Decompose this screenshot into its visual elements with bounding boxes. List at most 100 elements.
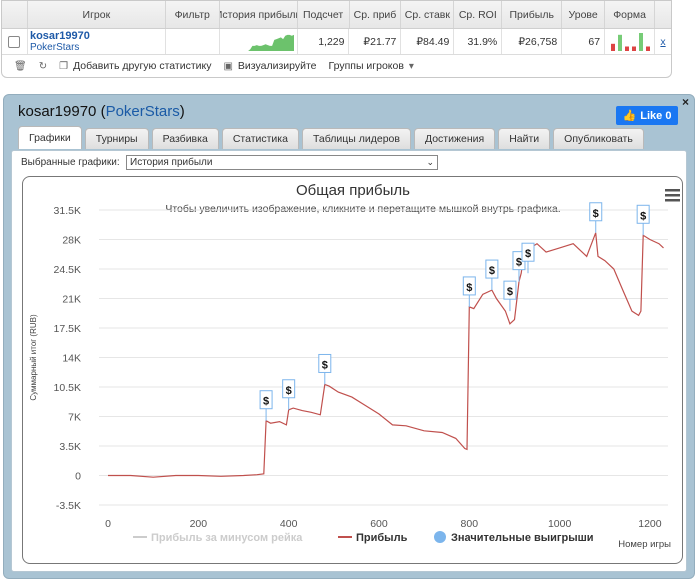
y-tick-label: 3.5K bbox=[59, 441, 81, 453]
x-tick-label: 0 bbox=[105, 518, 111, 530]
header-filter[interactable]: Фильтр bbox=[166, 1, 220, 28]
header-count[interactable]: Подсчет bbox=[298, 1, 350, 28]
graph-select[interactable]: История прибыли ⌄ bbox=[126, 155, 438, 170]
form-bar bbox=[645, 46, 650, 51]
remove-row-link[interactable]: x bbox=[660, 35, 666, 48]
menu-icon[interactable] bbox=[665, 189, 680, 202]
player-name-link[interactable]: kosar19970 bbox=[29, 30, 90, 42]
panel-site-link[interactable]: PokerStars bbox=[105, 103, 180, 120]
big-win-flag[interactable]: $ bbox=[318, 353, 332, 385]
x-tick-label: 1200 bbox=[638, 518, 662, 530]
flag-box bbox=[503, 280, 517, 300]
visualize-label: Визуализируйте bbox=[237, 60, 317, 72]
visualize-button[interactable]: ▣ Визуализируйте bbox=[223, 60, 316, 72]
trash-icon[interactable]: 🗑 bbox=[14, 60, 27, 72]
y-tick-label: 10.5K bbox=[54, 382, 81, 394]
header-avg-profit[interactable]: Ср. приб bbox=[350, 1, 402, 28]
big-win-flag[interactable]: $ bbox=[589, 202, 603, 233]
profit-cell: ₽26,758 bbox=[502, 29, 563, 54]
player-groups-label: Группы игроков bbox=[328, 60, 404, 72]
y-tick-label: 31.5K bbox=[54, 205, 81, 217]
header-check bbox=[2, 1, 28, 28]
facebook-like-button[interactable]: 👍 Like 0 bbox=[616, 106, 678, 125]
big-win-flag[interactable]: $ bbox=[259, 390, 273, 421]
big-win-flag[interactable]: $ bbox=[521, 242, 535, 274]
image-icon: ▣ bbox=[223, 60, 233, 72]
flag-box bbox=[282, 379, 296, 399]
panel-player-name: kosar19970 bbox=[18, 103, 97, 120]
header-history[interactable]: История прибыли bbox=[220, 1, 298, 28]
like-label: Like 0 bbox=[640, 109, 672, 122]
legend-item[interactable]: Прибыль за минусом рейка bbox=[133, 532, 303, 544]
sparkline-area bbox=[223, 34, 294, 51]
form-bar bbox=[631, 46, 636, 51]
big-win-flag[interactable]: $ bbox=[503, 280, 517, 312]
header-level[interactable]: Урове bbox=[562, 1, 606, 28]
tab-content: Выбранные графики: История прибыли ⌄ Общ… bbox=[11, 150, 687, 572]
header-avg-stake[interactable]: Ср. ставк bbox=[401, 1, 455, 28]
chart-subtitle: Чтобы увеличить изображение, кликните и … bbox=[165, 203, 560, 215]
flag-box bbox=[259, 390, 273, 410]
tab-2[interactable]: Разбивка bbox=[151, 128, 219, 149]
form-bar bbox=[624, 46, 629, 51]
graph-select-value: История прибыли bbox=[130, 157, 213, 168]
add-stats-button[interactable]: ❐ Добавить другую статистику bbox=[59, 60, 211, 72]
table-row: kosar19970 PokerStars 1,229 ₽21.77 ₽84.4… bbox=[2, 29, 671, 55]
form-bar bbox=[610, 43, 615, 51]
big-win-flag[interactable]: $ bbox=[282, 379, 296, 410]
flag-box bbox=[485, 259, 499, 279]
player-site-link[interactable]: PokerStars bbox=[29, 42, 80, 53]
checkbox-box[interactable] bbox=[8, 35, 21, 48]
table-header: Игрок Фильтр История прибыли Подсчет Ср.… bbox=[2, 1, 671, 29]
legend-swatch bbox=[434, 531, 446, 543]
menu-line bbox=[665, 199, 680, 202]
x-axis-label: Номер игры bbox=[618, 539, 671, 550]
big-win-flag[interactable]: $ bbox=[462, 276, 476, 307]
graph-select-label: Выбранные графики: bbox=[21, 157, 120, 168]
tab-0[interactable]: Графики bbox=[18, 126, 82, 149]
header-avg-roi[interactable]: Ср. ROI bbox=[454, 1, 503, 28]
avg-roi-cell: 31.9% bbox=[454, 29, 503, 54]
chevron-down-icon: ⌄ bbox=[426, 157, 434, 167]
dollar-icon: $ bbox=[507, 286, 513, 298]
y-tick-label: 7K bbox=[68, 412, 81, 424]
header-player[interactable]: Игрок bbox=[28, 1, 166, 28]
y-axis-label: Суммарный итог (RUB) bbox=[29, 314, 38, 401]
row-checkbox[interactable] bbox=[2, 29, 28, 54]
refresh-icon[interactable]: ↻ bbox=[38, 60, 48, 72]
header-profit[interactable]: Прибыль bbox=[502, 1, 563, 28]
form-bar bbox=[617, 34, 622, 51]
header-form[interactable]: Форма bbox=[605, 1, 656, 28]
tab-4[interactable]: Таблицы лидеров bbox=[301, 128, 411, 149]
close-icon[interactable]: × bbox=[681, 95, 689, 109]
flag-box bbox=[462, 276, 476, 296]
level-cell: 67 bbox=[562, 29, 606, 54]
panel-title: kosar19970 (PokerStars) bbox=[18, 103, 185, 120]
y-tick-label: -3.5K bbox=[56, 500, 81, 512]
tab-3[interactable]: Статистика bbox=[221, 128, 299, 149]
filter-cell bbox=[166, 29, 220, 54]
y-tick-label: 24.5K bbox=[54, 264, 81, 276]
profit-chart[interactable]: Общая прибыль Чтобы увеличить изображение… bbox=[23, 177, 684, 565]
legend-item[interactable]: Значительные выигрыши bbox=[434, 531, 594, 544]
panel-tabs: Графики Турниры Разбивка Статистика Таблицы … bbox=[18, 126, 644, 149]
profit-series-line bbox=[108, 232, 664, 478]
y-tick-label: 17.5K bbox=[54, 323, 81, 335]
dollar-icon: $ bbox=[466, 282, 472, 294]
dollar-icon: $ bbox=[286, 385, 292, 397]
tab-6[interactable]: Найти bbox=[498, 128, 551, 149]
caret-down-icon: ▾ bbox=[408, 60, 414, 72]
x-tick-label: 200 bbox=[190, 518, 208, 530]
legend-item[interactable]: Прибыль bbox=[338, 532, 408, 544]
menu-line bbox=[665, 194, 680, 197]
legend-label: Значительные выигрыши bbox=[451, 532, 594, 544]
dollar-icon: $ bbox=[593, 208, 599, 220]
player-groups-dropdown[interactable]: Группы игроков ▾ bbox=[329, 60, 414, 72]
y-tick-label: 0 bbox=[75, 471, 81, 483]
tab-7[interactable]: Опубликовать bbox=[553, 128, 644, 149]
big-win-flag[interactable]: $ bbox=[636, 204, 650, 236]
big-win-flag[interactable]: $ bbox=[485, 259, 499, 291]
tab-1[interactable]: Турниры bbox=[84, 128, 149, 149]
tab-5[interactable]: Достижения bbox=[413, 128, 496, 149]
dollar-icon: $ bbox=[263, 396, 269, 408]
